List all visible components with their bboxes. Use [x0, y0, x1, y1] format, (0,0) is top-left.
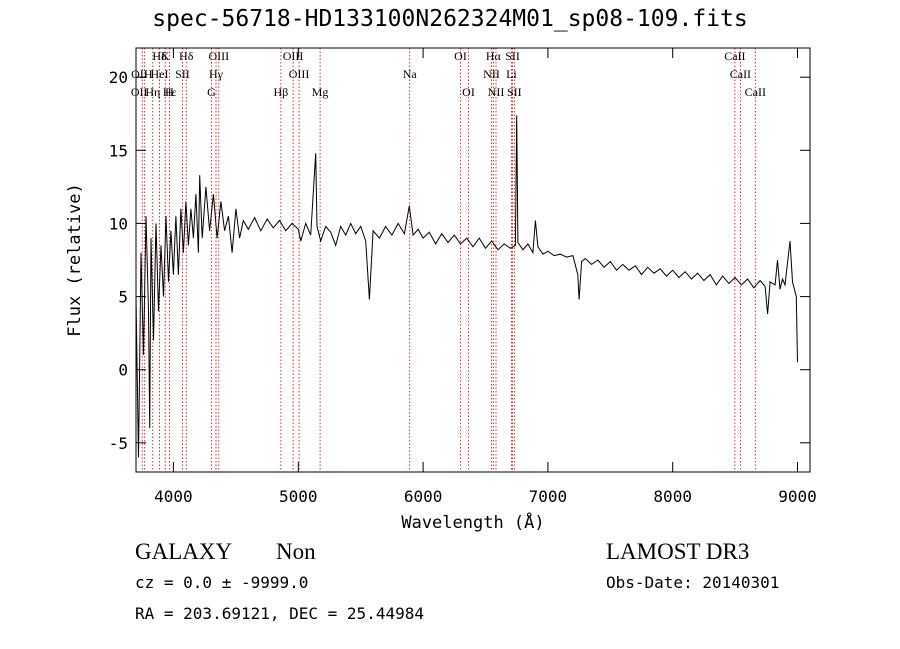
plot-area: [135, 115, 798, 458]
y-tick-label: 10: [109, 214, 128, 233]
marker-label: K: [161, 49, 170, 63]
x-tick-label: 7000: [529, 487, 568, 506]
marker-label: H: [165, 85, 174, 99]
marker-label: CaII: [724, 49, 745, 63]
marker-label: Li: [506, 67, 517, 81]
marker-label: OI: [462, 85, 475, 99]
marker-label: OIII: [208, 49, 229, 63]
y-tick-label: 5: [118, 288, 128, 307]
plot-frame: [135, 47, 811, 473]
redshift-line: cz = 0.0 ± -9999.0: [135, 573, 309, 592]
marker-label: CaII: [730, 67, 751, 81]
marker-label: Hδ: [179, 49, 194, 63]
y-tick-label: -5: [109, 434, 128, 453]
marker-label: Hη: [145, 85, 160, 99]
marker-label: Hα: [486, 49, 502, 63]
y-tick-label: 15: [109, 141, 128, 160]
object-subclass: Non: [276, 539, 316, 564]
x-axis-ticks: 4000 5000 6000 7000 8000 9000: [154, 48, 817, 506]
marker-label: G: [207, 85, 216, 99]
x-tick-label: 5000: [279, 487, 318, 506]
chart-title: spec-56718-HD133100N262324M01_sp08-109.f…: [152, 6, 748, 32]
marker-label: NII: [488, 85, 505, 99]
y-axis-label: Flux (relative): [65, 183, 85, 337]
marker-label: OII: [131, 85, 148, 99]
marker-label: H: [144, 67, 153, 81]
marker-label: CaII: [745, 85, 766, 99]
x-tick-label: 9000: [778, 487, 817, 506]
marker-label: Mg: [312, 85, 329, 99]
marker-label: OIII: [289, 67, 310, 81]
obs-date: Obs-Date: 20140301: [606, 573, 780, 592]
marker-label: OI: [454, 49, 467, 63]
x-tick-label: 8000: [653, 487, 692, 506]
y-axis-ticks: -5 0 5 10 15 20: [109, 68, 810, 453]
marker-label: Na: [403, 67, 418, 81]
marker-label: OIII: [283, 49, 304, 63]
line-markers: [141, 48, 756, 472]
coordinates: RA = 203.69121, DEC = 25.44984: [135, 604, 424, 623]
marker-label: HeI: [151, 67, 169, 81]
spectrum-line: [135, 115, 798, 458]
object-class: GALAXY: [135, 539, 233, 564]
marker-label: Hγ: [209, 67, 224, 81]
x-tick-label: 6000: [404, 487, 443, 506]
x-axis-label: Wavelength (Å): [401, 511, 544, 533]
marker-label: NII: [483, 67, 500, 81]
marker-label: SII: [505, 49, 520, 63]
marker-label: Hε: [163, 85, 177, 99]
y-tick-label: 20: [109, 68, 128, 87]
marker-label: Hβ: [274, 85, 289, 99]
marker-label: SII: [175, 67, 190, 81]
y-tick-label: 0: [118, 361, 128, 380]
marker-label: Hδ: [152, 49, 167, 63]
survey-name: LAMOST DR3: [606, 539, 750, 564]
x-tick-label: 4000: [154, 487, 193, 506]
marker-label: SII: [507, 85, 522, 99]
